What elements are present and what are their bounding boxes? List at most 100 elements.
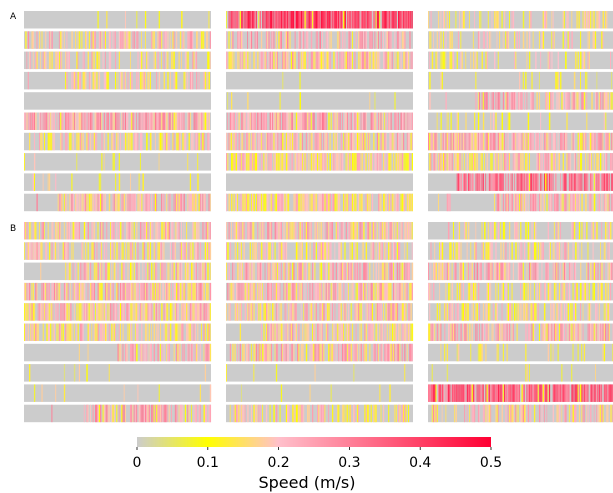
speed-mark xyxy=(182,193,184,212)
speed-mark xyxy=(184,51,186,70)
speed-mark xyxy=(292,343,294,362)
speed-mark xyxy=(103,404,105,423)
speed-mark xyxy=(606,193,608,212)
speed-mark xyxy=(269,132,271,151)
speed-mark xyxy=(562,92,565,110)
speed-mark xyxy=(519,173,521,191)
speed-mark xyxy=(459,222,461,240)
speed-mark xyxy=(319,303,321,321)
speed-mark xyxy=(323,153,325,171)
speed-mark xyxy=(445,31,447,49)
speed-mark xyxy=(547,343,550,362)
speed-mark xyxy=(602,173,604,191)
speed-mark xyxy=(430,153,432,171)
speed-mark xyxy=(514,153,516,171)
speed-mark xyxy=(482,323,485,341)
speed-mark xyxy=(315,51,317,70)
speed-mark xyxy=(445,92,447,110)
speed-mark xyxy=(330,303,332,321)
speed-mark xyxy=(340,242,342,260)
speed-mark xyxy=(248,303,250,321)
speed-mark xyxy=(307,404,309,423)
speed-mark xyxy=(556,242,558,260)
speed-mark xyxy=(229,404,231,423)
speed-mark xyxy=(277,323,278,341)
speed-mark xyxy=(355,153,357,171)
speed-mark xyxy=(334,303,336,321)
speed-mark xyxy=(561,282,563,301)
speed-mark xyxy=(181,282,182,301)
speed-mark xyxy=(282,193,284,212)
speed-mark xyxy=(455,404,457,423)
speed-mark xyxy=(300,343,303,362)
speed-mark xyxy=(283,282,285,301)
speed-mark xyxy=(371,282,373,301)
speed-mark xyxy=(253,132,255,151)
speed-mark xyxy=(608,222,611,240)
speed-mark xyxy=(576,282,578,301)
speed-mark xyxy=(163,303,165,321)
speed-mark xyxy=(329,132,331,151)
speed-mark xyxy=(345,222,347,240)
speed-mark xyxy=(313,11,315,29)
speed-mark xyxy=(255,242,257,260)
speed-mark xyxy=(321,11,324,29)
speed-mark xyxy=(398,51,400,70)
speed-mark xyxy=(328,404,330,423)
speed-mark xyxy=(156,222,158,240)
speed-mark xyxy=(202,303,204,321)
speed-mark xyxy=(240,242,242,260)
speed-mark xyxy=(608,173,611,191)
speed-mark xyxy=(465,173,467,191)
speed-mark xyxy=(234,222,236,240)
speed-mark xyxy=(556,92,558,110)
speed-mark xyxy=(436,31,438,49)
speed-mark xyxy=(487,323,490,341)
speed-mark xyxy=(31,323,33,341)
speed-mark xyxy=(577,384,579,402)
speed-mark xyxy=(511,11,513,29)
speed-mark xyxy=(344,262,346,281)
speed-mark xyxy=(335,11,338,29)
speed-mark xyxy=(178,282,180,301)
speed-mark xyxy=(399,262,401,281)
speed-mark xyxy=(250,112,252,130)
speed-mark xyxy=(227,242,229,260)
speed-mark xyxy=(348,282,349,301)
speed-mark xyxy=(138,112,140,130)
speed-mark xyxy=(108,51,111,70)
speed-mark xyxy=(207,262,209,281)
speed-mark xyxy=(183,31,185,49)
speed-mark xyxy=(497,384,500,402)
speed-mark xyxy=(133,343,135,362)
speed-mark xyxy=(116,242,118,260)
speed-mark xyxy=(244,404,246,423)
speed-mark xyxy=(167,71,169,90)
speed-mark xyxy=(183,343,185,362)
speed-mark xyxy=(515,193,517,212)
speed-mark xyxy=(542,384,545,402)
speed-mark xyxy=(46,242,48,260)
speed-mark xyxy=(452,132,455,151)
speed-mark xyxy=(451,282,454,301)
speed-mark xyxy=(497,51,499,70)
speed-mark xyxy=(523,384,525,402)
speed-mark xyxy=(577,11,579,29)
speed-mark xyxy=(307,222,308,240)
speed-mark xyxy=(249,153,251,171)
speed-mark xyxy=(597,153,600,171)
speed-mark xyxy=(373,51,375,70)
speed-mark xyxy=(403,153,404,171)
speed-mark xyxy=(108,364,110,382)
speed-mark xyxy=(237,193,239,212)
speed-mark xyxy=(82,51,84,70)
speed-mark xyxy=(521,242,523,260)
speed-mark xyxy=(264,282,266,301)
speed-mark xyxy=(324,193,326,212)
speed-mark xyxy=(325,262,328,281)
speed-mark xyxy=(546,384,548,402)
speed-mark xyxy=(376,303,378,321)
speed-mark xyxy=(169,323,172,341)
speed-mark xyxy=(430,31,432,49)
speed-mark xyxy=(334,193,336,212)
